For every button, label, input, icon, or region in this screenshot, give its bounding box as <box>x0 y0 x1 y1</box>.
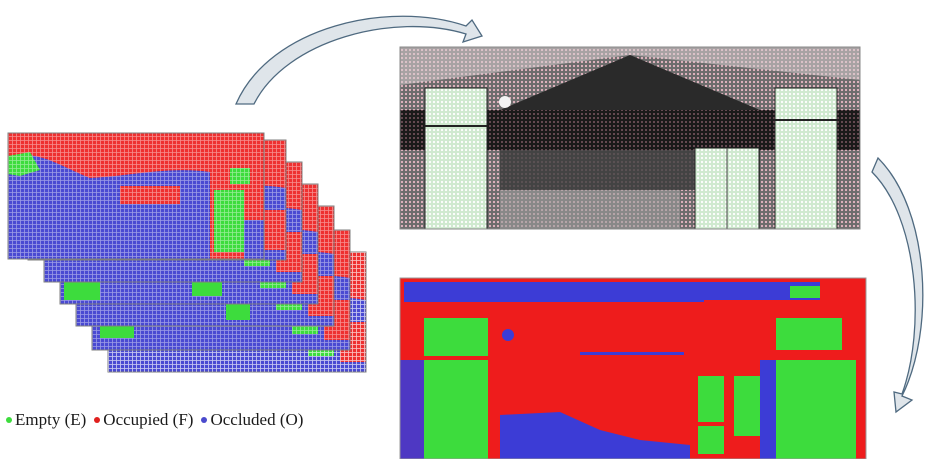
legend-item-empty: Empty (E) <box>6 410 86 430</box>
stack-layer-front <box>7 132 265 260</box>
occluded-dot-icon <box>201 417 208 423</box>
legend-label-empty: Empty (E) <box>15 410 87 429</box>
occupied-dot-icon <box>94 417 101 423</box>
curved-arrow-icon <box>235 15 483 105</box>
stack-layer <box>59 183 319 305</box>
curved-arrow-icon <box>871 156 924 414</box>
legend: Empty (E) Occupied (F) Occluded (O) <box>6 410 406 430</box>
legend-item-occluded: Occluded (O) <box>201 410 303 430</box>
legend-label-occupied: Occupied (F) <box>103 410 194 429</box>
empty-dot-icon <box>6 417 12 423</box>
legend-item-occupied: Occupied (F) <box>94 410 193 430</box>
occupancy-segmentation-image <box>399 277 867 459</box>
occupancy-layer-stack <box>7 132 367 373</box>
legend-label-occluded: Occluded (O) <box>210 410 304 429</box>
depth-image <box>399 46 861 230</box>
